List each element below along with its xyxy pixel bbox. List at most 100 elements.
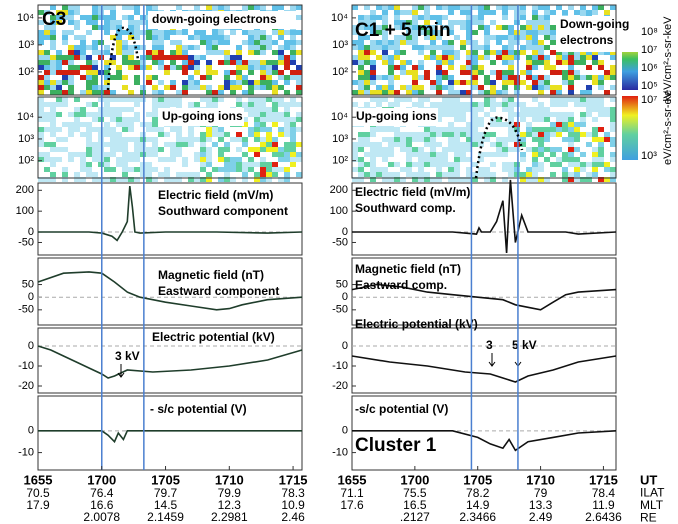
spectrogram-cell (272, 117, 278, 122)
spectrogram-cell (562, 117, 568, 122)
spectrogram-cell (92, 152, 98, 157)
spectrogram-cell (110, 117, 116, 122)
spectrogram-cell (496, 35, 502, 40)
spectrogram-cell (394, 90, 400, 95)
spectrogram-cell (104, 65, 110, 70)
panel-title: Electric potential (kV) (152, 330, 275, 344)
spectrogram-cell (370, 167, 376, 172)
spectrogram-cell (260, 45, 266, 50)
spectrogram-cell (358, 147, 364, 152)
ephemeris-value: .2127 (400, 510, 430, 524)
spectrogram-cell (424, 35, 430, 40)
spectrogram-cell (188, 127, 194, 132)
spectrogram-cell (478, 65, 484, 70)
spectrogram-cell (376, 167, 382, 172)
spectrogram-cell (598, 147, 604, 152)
spectrogram-cell (436, 80, 442, 85)
spectrogram-cell (122, 162, 128, 167)
spectrogram-cell (260, 75, 266, 80)
spectrogram-cell (562, 102, 568, 107)
panel-title: -s/c potential (V) (355, 402, 448, 416)
spectrogram-cell (104, 5, 110, 10)
spectrogram-cell (188, 55, 194, 60)
spectrogram-cell (80, 122, 86, 127)
spectrogram-cell (182, 50, 188, 55)
spectrogram-cell (92, 102, 98, 107)
spectrogram-cell (604, 70, 610, 75)
spectrogram-cell (122, 157, 128, 162)
spectrogram-cell (68, 127, 74, 132)
spectrogram-cell (454, 167, 460, 172)
spectrogram-cell (74, 117, 80, 122)
spectrogram-cell (266, 162, 272, 167)
spectrogram-cell (514, 127, 520, 132)
spectrogram-cell (496, 117, 502, 122)
spectrogram-cell (284, 40, 290, 45)
spectrogram-cell (586, 55, 592, 60)
spectrogram-cell (406, 85, 412, 90)
spectrogram-cell (242, 172, 248, 177)
spectrogram-cell (430, 177, 436, 182)
spectrogram-cell (544, 117, 550, 122)
ephemeris-value: 76.4 (90, 486, 114, 500)
spectrogram-cell (248, 65, 254, 70)
spectrogram-cell (574, 157, 580, 162)
spectrogram-cell (260, 70, 266, 75)
spectrogram-cell (394, 35, 400, 40)
spectrogram-cell (508, 50, 514, 55)
spectrogram-cell (562, 112, 568, 117)
spectrogram-cell (538, 80, 544, 85)
spectrogram-cell (284, 102, 290, 107)
spectrogram-cell (598, 107, 604, 112)
spectrogram-cell (260, 157, 266, 162)
spectrogram-cell (56, 60, 62, 65)
spectrogram-cell (116, 97, 122, 102)
y-tick-label: 50 (22, 278, 34, 290)
spectrogram-cell (424, 30, 430, 35)
spectrogram-cell (484, 5, 490, 10)
spectrogram-cell (260, 127, 266, 132)
spectrogram-cell (478, 107, 484, 112)
spectrogram-cell (86, 122, 92, 127)
spectrogram-cell (442, 97, 448, 102)
spectrogram-cell (116, 30, 122, 35)
spectrogram-cell (436, 15, 442, 20)
spectrogram-cell (382, 157, 388, 162)
panel-title: Magnetic field (nT) (355, 262, 461, 276)
colorbar-label: 10⁸ (641, 26, 658, 38)
spectrogram-cell (254, 50, 260, 55)
spectrogram-cell (460, 5, 466, 10)
spectrogram-cell (92, 65, 98, 70)
spectrogram-cell (550, 97, 556, 102)
spectrogram-cell (358, 162, 364, 167)
spectrogram-cell (514, 142, 520, 147)
spectrogram-cell (382, 5, 388, 10)
spectrogram-cell (92, 172, 98, 177)
spectrogram-cell (98, 137, 104, 142)
spectrogram-cell (550, 112, 556, 117)
spectrogram-cell (104, 50, 110, 55)
spectrogram-cell (140, 122, 146, 127)
spectrogram-cell (358, 65, 364, 70)
spectrogram-cell (454, 147, 460, 152)
spectrogram-cell (490, 85, 496, 90)
spectrogram-cell (146, 137, 152, 142)
spectrogram-cell (592, 137, 598, 142)
spectrogram-cell (454, 112, 460, 117)
spectrogram-cell (194, 172, 200, 177)
spectrogram-cell (544, 20, 550, 25)
spectrogram-cell (592, 172, 598, 177)
spectrogram-cell (68, 75, 74, 80)
spectrogram-cell (532, 10, 538, 15)
spectrogram-cell (218, 152, 224, 157)
spectrogram-cell (218, 157, 224, 162)
spectrogram-cell (472, 75, 478, 80)
spectrogram-cell (400, 60, 406, 65)
spectrogram-cell (44, 10, 50, 15)
spectrogram-cell (146, 5, 152, 10)
spectrogram-cell (562, 137, 568, 142)
spectrogram-cell (364, 162, 370, 167)
spectrogram-cell (604, 50, 610, 55)
spectrogram-cell (358, 142, 364, 147)
spectrogram-cell (38, 152, 44, 157)
